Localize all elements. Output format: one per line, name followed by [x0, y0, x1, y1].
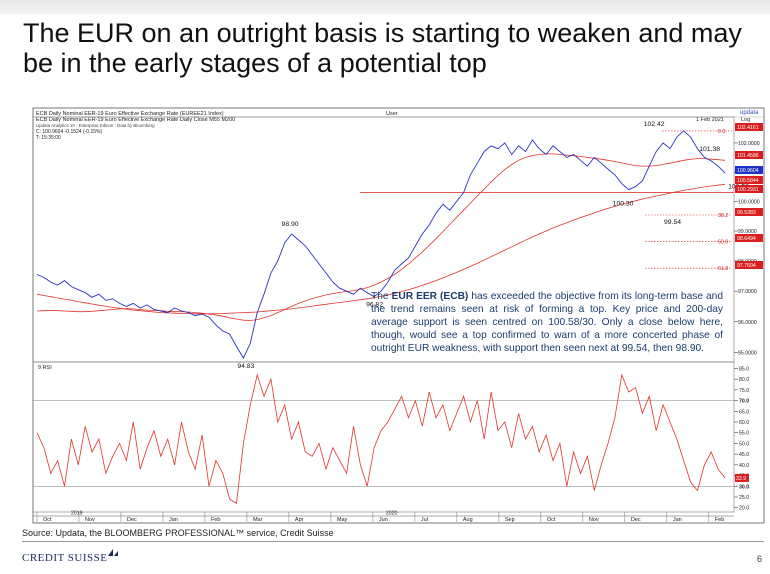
price-tag-box — [735, 208, 763, 216]
x-month-label: Sep — [505, 517, 515, 523]
footer-divider — [22, 541, 764, 542]
chart-header-line4: C: 100.9604 -0.1524 (-0.15%) — [36, 129, 102, 135]
price-callout: 99.54 — [664, 219, 681, 226]
price-tag-box — [735, 151, 763, 159]
price-tag-label: 100.5844 — [737, 178, 759, 184]
price-callout: 96.82 — [366, 302, 383, 309]
rsi-tick-label: 85.0 — [739, 366, 749, 372]
fib-level-label: 50.0 — [718, 239, 728, 245]
rsi-current-tag-label: 33.9 — [736, 476, 746, 482]
price-tick-label: 102.0000 — [738, 141, 760, 147]
x-year-label: 2019 — [71, 511, 83, 517]
price-tick-label: 95.0000 — [738, 351, 757, 357]
price-tick-label: 96.0000 — [738, 320, 757, 326]
price-tag-box — [735, 123, 763, 131]
chart-header-line5: T: 15:35:00 — [36, 135, 61, 141]
price-tag-label: 98.6494 — [737, 236, 756, 242]
fib-level-label: 38.2 — [718, 213, 728, 219]
rsi-panel-frame — [32, 361, 735, 513]
x-month-label: Oct — [547, 517, 556, 523]
rsi-tick-label: 75.0 — [739, 388, 749, 394]
rsi-tick-label: 65.0 — [739, 409, 749, 415]
price-tag-label: 97.7604 — [737, 263, 756, 269]
x-month-label: Jul — [421, 517, 428, 523]
price-tag-box — [735, 166, 763, 174]
x-month-label: Jan — [169, 517, 178, 523]
rsi-tick-label: 70.0 — [739, 399, 749, 405]
page-number: 6 — [756, 554, 762, 564]
x-month-label: Dec — [127, 517, 137, 523]
annotation-text: The EUR EER (ECB) has exceeded the objec… — [371, 290, 723, 355]
rsi-tick-label: 40.0 — [739, 463, 749, 469]
rsi-tick-label: 25.0 — [739, 495, 749, 501]
x-month-label: Nov — [85, 517, 95, 523]
price-tag-box — [735, 185, 763, 193]
rsi-tick-label: 20.0 — [739, 506, 749, 512]
x-month-label: Jun — [379, 517, 388, 523]
price-tag-label: 100.2931 — [737, 187, 759, 193]
x-month-label: Feb — [715, 517, 724, 523]
price-callout: 94.83 — [237, 363, 254, 370]
price-callout: 100.30 — [613, 201, 634, 208]
annotation-post: has exceeded the objective from its long… — [371, 291, 723, 354]
x-month-label: Dec — [631, 517, 641, 523]
chart-header-left: ECB Daily Nominal EER-19 Euro Effective … — [36, 111, 224, 117]
x-month-label: Nov — [589, 517, 599, 523]
credit-suisse-logo: CREDIT SUISSE — [22, 549, 119, 564]
rsi-tick-label: 60.0 — [739, 420, 749, 426]
chart-frame — [32, 107, 765, 524]
x-month-label: Oct — [43, 517, 52, 523]
source-note: Source: Updata, the BLOOMBERG PROFESSION… — [22, 528, 334, 538]
price-tag-label: 102.4161 — [737, 125, 759, 131]
price-tick-label: 100.0000 — [738, 199, 760, 205]
chart-header-line2: ECB Daily Nominal EER-19 Euro Effective … — [36, 117, 235, 123]
chart-header-date: 1 Feb 2021 — [696, 117, 724, 123]
x-year-label: 2020 — [386, 511, 398, 517]
rsi-current-tag-box — [735, 473, 749, 482]
price-tick-label: 99.0000 — [738, 229, 757, 235]
price-callout: 102.42 — [644, 121, 665, 128]
price-tag-box — [735, 261, 763, 269]
top-band — [0, 0, 770, 14]
price-tag-box — [735, 176, 763, 184]
annotation-bold: EUR EER (ECB) — [391, 291, 469, 302]
x-month-label: Aug — [463, 517, 473, 523]
slide-title: The EUR on an outright basis is starting… — [23, 18, 742, 78]
price-tag-label: 99.5383 — [737, 210, 756, 216]
annotation-pre: The — [371, 291, 392, 302]
rsi-tick-label: 50.0 — [739, 441, 749, 447]
price-tag-box — [735, 234, 763, 242]
x-month-label: Mar — [253, 517, 263, 523]
sails-icon — [107, 547, 119, 557]
chart-header-line3: Updata Analytics 10 - Enterprise Edition… — [36, 123, 155, 128]
x-month-label: Jan — [673, 517, 682, 523]
price-tag-label: 100.9604 — [737, 168, 759, 174]
rsi-tick-label: 30.0 — [739, 484, 749, 490]
rsi-tick-label: 80.0 — [739, 377, 749, 383]
price-callout: 98.90 — [282, 221, 299, 228]
fib-level-label: 61.8 — [718, 266, 728, 272]
rsi-tick-label: 55.0 — [739, 431, 749, 437]
chart-header-center: User — [386, 111, 398, 117]
price-callout: 101.38 — [699, 146, 720, 153]
x-month-label: Feb — [211, 517, 220, 523]
fib-level-label: 0.0 — [718, 129, 725, 135]
chart-header-scale: Log — [741, 117, 750, 123]
x-month-label: Apr — [295, 517, 304, 523]
price-tick-label: 97.0000 — [738, 289, 757, 295]
rsi-panel-title: 9 RSI — [38, 365, 52, 371]
chart-header-right: updata — [740, 110, 759, 116]
logo-text: CREDIT SUISSE — [22, 552, 108, 564]
rsi-tick-label: 45.0 — [739, 452, 749, 458]
x-month-label: May — [337, 517, 348, 523]
price-tag-label: 101.4586 — [737, 153, 759, 159]
